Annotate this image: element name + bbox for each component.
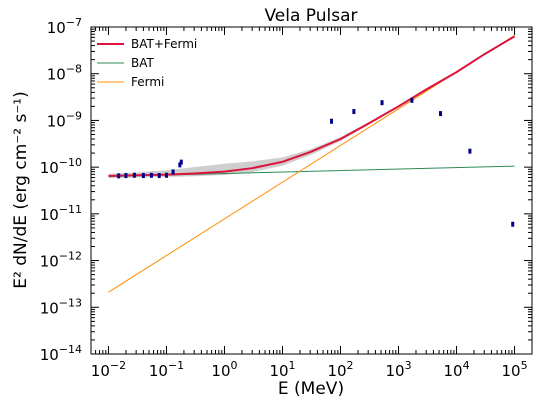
data-point (468, 148, 472, 154)
data-point (157, 173, 161, 179)
confidence-band (108, 105, 399, 179)
plot-area (108, 35, 516, 293)
data-point (164, 172, 168, 178)
data-point (178, 162, 182, 168)
data-point (132, 172, 136, 178)
data-point (439, 111, 443, 117)
data-point (141, 173, 145, 179)
data-point (511, 221, 515, 227)
legend-label: BAT+Fermi (131, 37, 197, 51)
x-axis-label: E (MeV) (278, 379, 344, 399)
data-point (117, 173, 121, 179)
chart-title: Vela Pulsar (264, 6, 357, 26)
data-point (124, 173, 128, 179)
data-point (380, 100, 384, 106)
data-point (149, 172, 153, 178)
series-line-bat-fermi (108, 35, 516, 177)
axes-frame (90, 26, 533, 355)
data-point (171, 169, 175, 175)
y-axis-label: E² dN/dE (erg cm⁻² s⁻¹) (11, 91, 31, 288)
data-point (410, 97, 414, 103)
data-point (352, 109, 356, 115)
legend: BAT+Fermi BAT Fermi (97, 37, 197, 89)
data-point (179, 159, 183, 165)
legend-label: BAT (131, 56, 155, 70)
legend-label: Fermi (131, 75, 164, 89)
data-point (330, 118, 334, 124)
